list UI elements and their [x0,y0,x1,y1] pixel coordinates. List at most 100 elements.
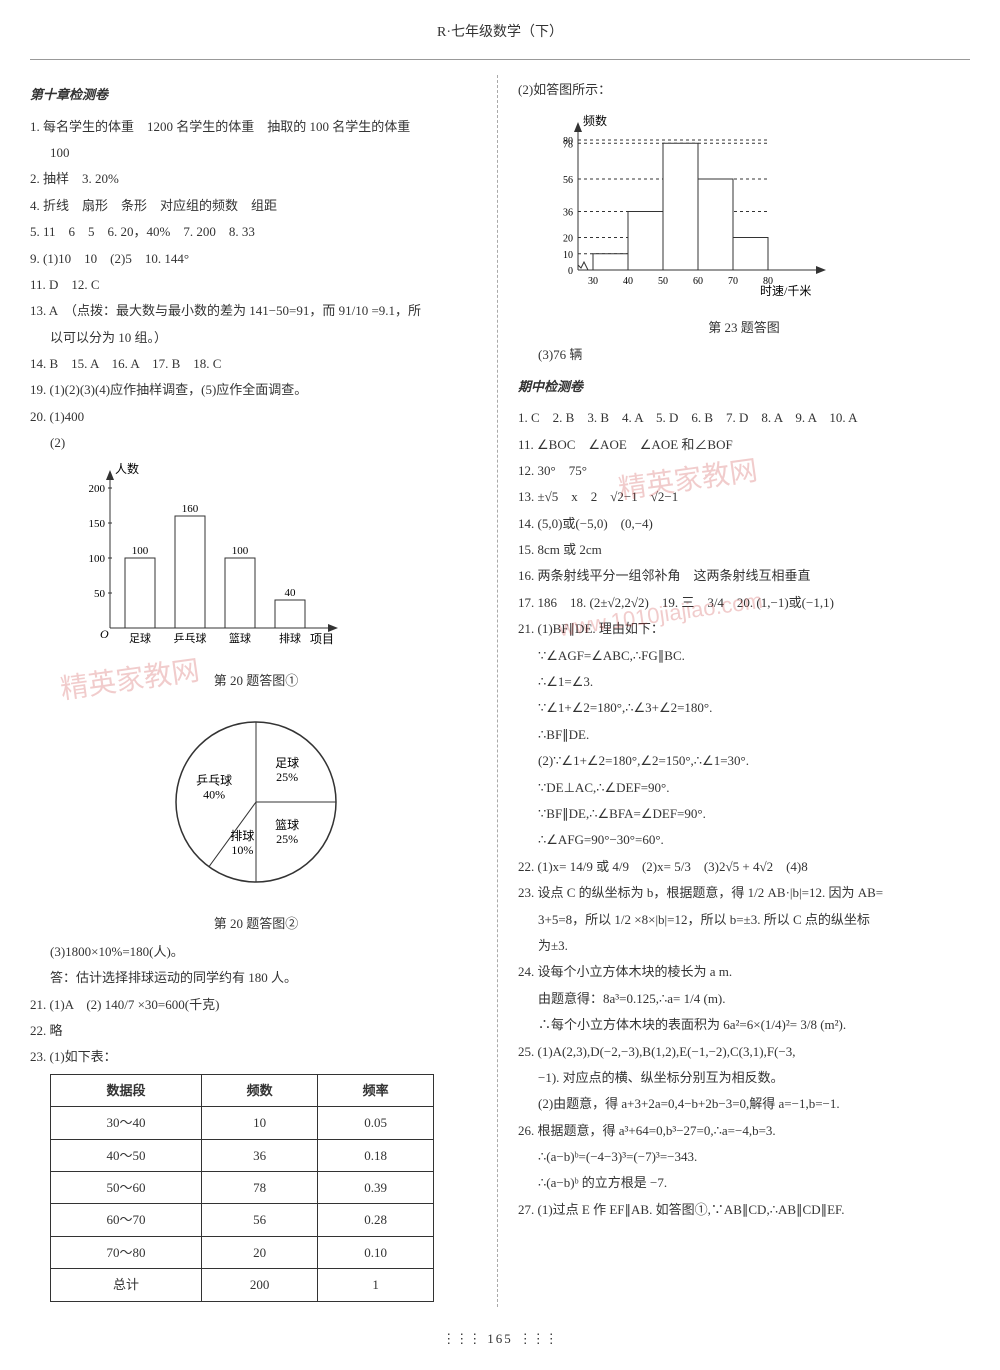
m21i: ∴∠AFG=90°−30°=60°. [538,828,970,851]
m26a: 26. 根据题意，得 a³+64=0,b³−27=0,∴a=−4,b=3. [518,1119,970,1142]
m21f: (2)∵∠1+∠2=180°,∠2=150°,∴∠1=30°. [538,749,970,772]
svg-text:足球: 足球 [129,631,151,645]
m23a: 23. 设点 C 的纵坐标为 b，根据题意，得 1/2 AB·|b|=12. 因… [518,881,970,904]
page-header: R·七年级数学（下） [30,20,970,49]
svg-text:排球: 排球 [279,631,301,645]
svg-text:200: 200 [89,483,106,495]
table-cell: 78 [202,1171,318,1203]
svg-text:10%: 10% [231,843,253,857]
m17: 17. 186 18. (2±√2,2√2) 19. 三 3/4 20. (1,… [518,591,970,614]
m21h: ∵BF∥DE,∴∠BFA=∠DEF=90°. [538,802,970,825]
pie-chart-q20: 足球25%篮球25%排球10%乒乓球40% [156,702,356,902]
table-cell: 1 [318,1269,434,1301]
r-q2intro: (2)如答图所示： [518,78,970,101]
table-cell: 40～50 [51,1139,202,1171]
table-cell: 30～40 [51,1107,202,1139]
m23b: 3+5=8，所以 1/2 ×8×|b|=12，所以 b=±3. 所以 C 点的纵… [538,908,970,931]
svg-text:50: 50 [94,588,106,600]
right-column: (2)如答图所示： 频数 0102036567880 304050607080 … [518,75,970,1306]
hist-ylabel: 频数 [583,113,607,128]
table-cell: 0.28 [318,1204,434,1236]
table-cell: 70～80 [51,1236,202,1268]
svg-text:篮球: 篮球 [229,631,251,645]
table-header-cell: 频数 [202,1074,318,1106]
table-row: 70～80200.10 [51,1236,434,1268]
table-cell: 0.10 [318,1236,434,1268]
q11: 11. D 12. C [30,273,482,296]
svg-text:160: 160 [182,503,199,515]
r-q3: (3)76 辆 [538,343,970,366]
table-row: 50～60780.39 [51,1171,434,1203]
q19: 19. (1)(2)(3)(4)应作抽样调查，(5)应作全面调查。 [30,378,482,401]
m15: 15. 8cm 或 2cm [518,538,970,561]
table-cell: 0.39 [318,1171,434,1203]
svg-text:56: 56 [563,175,573,186]
q4: 4. 折线 扇形 条形 对应组的频数 组距 [30,194,482,217]
svg-text:100: 100 [232,545,249,557]
chapter10-title: 第十章检测卷 [30,83,482,106]
m23c: 为±3. [538,934,970,957]
table-cell: 200 [202,1269,318,1301]
svg-text:篮球: 篮球 [275,818,299,833]
q20-3: (3)1800×10%=180(人)。 [50,940,482,963]
m12: 12. 30° 75° [518,459,970,482]
q14: 14. B 15. A 16. A 17. B 18. C [30,352,482,375]
q20: 20. (1)400 [30,405,482,428]
two-columns: 第十章检测卷 1. 每名学生的体重 1200 名学生的体重 抽取的 100 名学… [30,75,970,1306]
m21e: ∴BF∥DE. [538,723,970,746]
m24b: 由题意得：8a³=0.125,∴a= 1/4 (m). [538,987,970,1010]
svg-text:80: 80 [563,136,573,147]
q13b: 以可以分为 10 组。） [50,326,482,349]
table-cell: 60～70 [51,1204,202,1236]
svg-text:36: 36 [563,207,573,218]
m26c: ∴(a−b)ᵇ 的立方根是 −7. [538,1171,970,1194]
svg-text:50: 50 [658,276,668,287]
frequency-table: 数据段频数频率 30～40100.0540～50360.1850～60780.3… [50,1074,434,1302]
m21c: ∴∠1=∠3. [538,670,970,693]
m25b: −1). 对应点的横、纵坐标分别互为相反数。 [538,1066,970,1089]
m21g: ∵DE⊥AC,∴∠DEF=90°. [538,776,970,799]
svg-text:10: 10 [563,249,573,260]
table-row: 60～70560.28 [51,1204,434,1236]
svg-text:60: 60 [693,276,703,287]
histogram-q23: 频数 0102036567880 304050607080 时速/千米 [538,110,838,300]
svg-text:20: 20 [563,233,573,244]
svg-text:40%: 40% [203,788,225,802]
m21d: ∵∠1+∠2=180°,∴∠3+∠2=180°. [538,696,970,719]
svg-text:30: 30 [588,276,598,287]
q1b: 100 [50,141,482,164]
q21: 21. (1)A (2) 140/7 ×30=600(千克) [30,993,482,1016]
table-cell: 10 [202,1107,318,1139]
q1: 1. 每名学生的体重 1200 名学生的体重 抽取的 100 名学生的体重 [30,115,482,138]
bar-chart-q20: 人数 50100150200 100足球160乒乓球100篮球40排球 项目 O [70,458,350,658]
q20-3b: 答：估计选择排球运动的同学约有 180 人。 [50,966,482,989]
m11: 11. ∠BOC ∠AOE ∠AOE 和∠BOF [518,433,970,456]
m22: 22. (1)x= 14/9 或 4/9 (2)x= 5/3 (3)2√5 + … [518,855,970,878]
svg-text:足球: 足球 [275,756,299,770]
bar-xlabel: 项目 [310,632,334,646]
midterm-title: 期中检测卷 [518,375,970,398]
svg-text:排球: 排球 [230,829,254,843]
svg-text:100: 100 [132,545,149,557]
svg-text:100: 100 [89,553,106,565]
table-row: 30～40100.05 [51,1107,434,1139]
m1: 1. C 2. B 3. B 4. A 5. D 6. B 7. D 8. A … [518,406,970,429]
hist-caption: 第 23 题答图 [518,316,970,339]
table-cell: 总计 [51,1269,202,1301]
m13: 13. ±√5 x 2 √2−1 √2−1 [518,485,970,508]
q5: 5. 11 6 5 6. 20，40% 7. 200 8. 33 [30,220,482,243]
table-cell: 50～60 [51,1171,202,1203]
svg-text:25%: 25% [276,770,298,784]
m14: 14. (5,0)或(−5,0) (0,−4) [518,512,970,535]
svg-text:0: 0 [568,266,573,277]
bar-chart-caption: 第 20 题答图① [30,669,482,692]
m24c: ∴每个小立方体木块的表面积为 6a²=6×(1/4)²= 3/8 (m²). [538,1013,970,1036]
table-cell: 0.05 [318,1107,434,1139]
table-cell: 36 [202,1139,318,1171]
m27: 27. (1)过点 E 作 EF∥AB. 如答图①,∵AB∥CD,∴AB∥CD∥… [518,1198,970,1221]
q13: 13. A （点拨：最大数与最小数的差为 141−50=91，而 91/10 =… [30,299,482,322]
table-cell: 0.18 [318,1139,434,1171]
svg-text:O: O [100,627,109,641]
table-cell: 56 [202,1204,318,1236]
left-column: 第十章检测卷 1. 每名学生的体重 1200 名学生的体重 抽取的 100 名学… [30,75,498,1306]
